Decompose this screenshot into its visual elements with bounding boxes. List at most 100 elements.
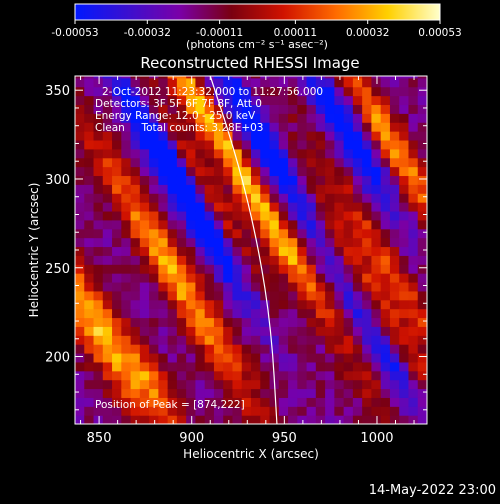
heatmap-cell — [389, 344, 400, 354]
heatmap-cell — [204, 76, 215, 79]
heatmap-cell — [371, 122, 382, 132]
heatmap-cell — [130, 397, 141, 407]
heatmap-cell — [204, 193, 215, 203]
heatmap-cell — [334, 76, 345, 79]
heatmap-cell — [417, 113, 427, 123]
heatmap-cell — [195, 228, 206, 239]
heatmap-cell — [130, 228, 141, 239]
heatmap-cell — [278, 219, 289, 230]
heatmap-cell — [130, 299, 141, 310]
heatmap-cell — [139, 308, 150, 319]
heatmap-cell — [251, 76, 261, 79]
heatmap-cell — [288, 210, 298, 221]
heatmap-cell — [417, 86, 427, 97]
heatmap-cell — [288, 228, 298, 239]
heatmap-cell — [75, 379, 85, 390]
heatmap-cell — [139, 264, 150, 274]
heatmap-cell — [352, 317, 363, 327]
colorbar — [74, 3, 441, 21]
heatmap-cell — [288, 237, 298, 248]
heatmap-cell — [315, 335, 326, 345]
heatmap-cell — [149, 335, 159, 345]
heatmap-cell — [167, 202, 178, 212]
heatmap-cell — [260, 299, 271, 310]
heatmap-cell — [278, 273, 289, 283]
heatmap-cell — [306, 290, 317, 301]
heatmap-cell — [352, 139, 363, 150]
heatmap-cell — [362, 246, 373, 256]
heatmap-cell — [288, 148, 298, 159]
heatmap-cell — [334, 86, 345, 97]
heatmap-cell — [352, 344, 363, 354]
heatmap-cell — [102, 299, 113, 310]
heatmap-cell — [288, 308, 298, 319]
heatmap-cell — [306, 308, 317, 319]
heatmap-cell — [417, 335, 427, 345]
heatmap-cell — [186, 370, 197, 381]
heatmap-cell — [176, 157, 187, 168]
heatmap-cell — [75, 388, 85, 398]
heatmap-cell — [176, 76, 187, 79]
heatmap-cell — [167, 76, 178, 79]
heatmap-cell — [352, 76, 363, 79]
heatmap-cell — [380, 326, 391, 336]
heatmap-cell — [278, 122, 289, 132]
heatmap-cell — [306, 77, 317, 88]
heatmap-cell — [417, 131, 427, 141]
heatmap-cell — [241, 415, 252, 424]
heatmap-cell — [315, 379, 326, 390]
heatmap-cell — [149, 317, 159, 327]
heatmap-cell — [371, 415, 382, 424]
heatmap-cell — [112, 264, 122, 274]
heatmap-cell — [195, 255, 206, 265]
heatmap-cell — [380, 113, 391, 123]
y-axis-label: Heliocentric Y (arcsec) — [27, 183, 41, 318]
x-tick-label: 950 — [272, 431, 297, 446]
heatmap-cell — [149, 219, 159, 230]
heatmap-cell — [334, 379, 345, 390]
heatmap-cell — [408, 157, 419, 168]
heatmap-cell — [223, 175, 234, 185]
colorbar-ticks: -0.00053 -0.00032 -0.00011 0.00011 0.00032 0.… — [51, 20, 462, 39]
heatmap-cell — [297, 175, 308, 185]
heatmap-cell — [325, 113, 335, 123]
heatmap-cell — [102, 77, 113, 88]
heatmap-cell — [325, 104, 335, 114]
heatmap-cell — [362, 157, 373, 168]
heatmap-cell — [306, 184, 317, 194]
heatmap-cell — [121, 326, 132, 336]
heatmap-cell — [297, 415, 308, 424]
heatmap-cell — [167, 193, 178, 203]
heatmap-cell — [306, 122, 317, 132]
heatmap-cell — [297, 77, 308, 88]
heatmap-cell — [112, 237, 122, 248]
heatmap-cell — [288, 281, 298, 292]
heatmap-cell — [380, 246, 391, 256]
x-tick-label: 900 — [179, 431, 204, 446]
heatmap-cell — [269, 308, 280, 319]
heatmap-cell — [232, 246, 243, 256]
heatmap-cell — [352, 281, 363, 292]
heatmap-cell — [93, 210, 104, 221]
heatmap-cell — [204, 299, 215, 310]
heatmap-cell — [278, 299, 289, 310]
heatmap-cell — [186, 202, 197, 212]
heatmap-cell — [325, 317, 335, 327]
heatmap-cell — [288, 139, 298, 150]
heatmap-cell — [334, 344, 345, 354]
heatmap-cell — [149, 122, 159, 132]
heatmap-cell — [297, 388, 308, 398]
heatmap-cell — [343, 335, 354, 345]
heatmap-cell — [102, 415, 113, 424]
heatmap-cell — [130, 210, 141, 221]
heatmap-cell — [102, 255, 113, 265]
heatmap-cell — [93, 139, 104, 150]
heatmap-cell — [75, 237, 85, 248]
heatmap-cell — [241, 210, 252, 221]
heatmap-cell — [93, 281, 104, 292]
footer-timestamp: 14-May-2022 23:00 — [369, 483, 496, 498]
heatmap-cell — [167, 157, 178, 168]
heatmap-cell — [408, 370, 419, 381]
heatmap-cell — [251, 281, 261, 292]
heatmap-cell — [93, 202, 104, 212]
